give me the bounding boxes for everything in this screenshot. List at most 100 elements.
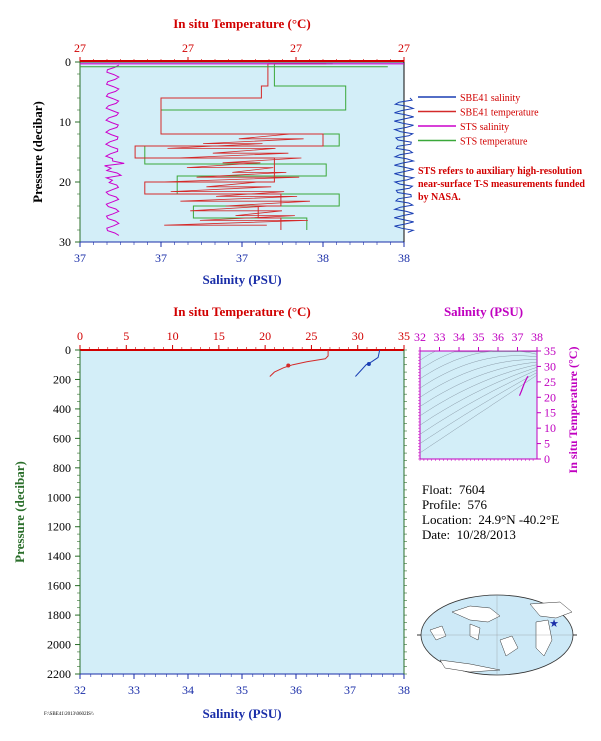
- ts-density-contour: [419, 367, 538, 426]
- ts-density-contour: [419, 351, 538, 370]
- full-profile-left-tick-label: 1200: [47, 520, 71, 534]
- full-profile-chart: 0 5 10 15 20 25 30 35 In situ Temperature (°C) 32…: [12, 304, 410, 721]
- near-surface-left-tick-label: 10: [59, 115, 71, 129]
- near-surface-bottom-tick-label: 37: [236, 251, 248, 265]
- full-profile-temperature-line: [269, 350, 329, 377]
- location-value: 24.9°N -40.2°E: [478, 512, 560, 527]
- near-surface-bottom-tick-label: 38: [398, 251, 410, 265]
- float-location-star: ★: [549, 618, 559, 630]
- full-profile-left-tick-label: 1400: [47, 549, 71, 563]
- ts-top-tick-label: 36: [492, 330, 504, 344]
- full-profile-bottom-tick-label: 37: [344, 683, 356, 697]
- ts-top-tick-label: 37: [512, 330, 524, 344]
- full-profile-bottom-tick-label: 32: [74, 683, 86, 697]
- near-surface-left-axis-title: Pressure (decibar): [30, 101, 45, 203]
- profile-row: Profile: 576: [422, 497, 559, 512]
- legend-label: STS salinity: [460, 122, 509, 133]
- near-surface-left-tick-label: 20: [59, 175, 71, 189]
- ts-right-tick-label: 0: [544, 452, 550, 466]
- ts-right-tick-label: 10: [544, 421, 556, 435]
- near-surface-bottom-axis-title: Salinity (PSU): [202, 272, 281, 287]
- ts-density-contour: [419, 355, 538, 389]
- full-profile-left-tick-label: 1600: [47, 579, 71, 593]
- full-profile-bottom-tick-label: 35: [236, 683, 248, 697]
- profile-value: 576: [467, 497, 488, 512]
- full-profile-bottom-axis-title: Salinity (PSU): [202, 706, 281, 721]
- legend: SBE41 salinity SBE41 temperature STS salin…: [418, 93, 539, 148]
- ts-top-tick-label: 34: [453, 330, 465, 344]
- full-profile-left-axis-title: Pressure (decibar): [12, 461, 27, 563]
- ts-right-axis-title: In situ Temperature (°C): [566, 347, 580, 474]
- near-surface-bottom-tick-label: 37: [155, 251, 167, 265]
- full-profile-left-tick-label: 600: [53, 431, 71, 445]
- full-profile-top-tick-label: 0: [77, 329, 83, 343]
- near-surface-bottom-tick-label: 38: [317, 251, 329, 265]
- near-surface-top-tick-label: 27: [74, 41, 86, 55]
- near-surface-top-tick-label: 27: [290, 41, 302, 55]
- full-profile-top-tick-label: 5: [123, 329, 129, 343]
- float-info-block: Float: 7604 Profile: 576 Location: 24.9°…: [422, 482, 559, 542]
- ts-density-contour: [419, 364, 538, 417]
- full-profile-top-tick-label: 35: [398, 329, 410, 343]
- full-profile-left-tick-label: 400: [53, 402, 71, 416]
- full-profile-bottom-tick-label: 34: [182, 683, 194, 697]
- near-surface-plot-area: [79, 61, 405, 243]
- full-profile-top-axis-title: In situ Temperature (°C): [173, 304, 311, 319]
- ts-density-contour: [419, 350, 538, 380]
- full-profile-top-tick-label: 30: [352, 329, 364, 343]
- ts-top-tick-label: 38: [531, 330, 543, 344]
- profile-label: Profile:: [422, 497, 461, 512]
- sts-note: STS refers to auxiliary high-resolution …: [418, 166, 585, 203]
- full-profile-plot-area: [79, 349, 405, 675]
- full-profile-left-tick-label: 2000: [47, 638, 71, 652]
- ts-density-contour: [419, 351, 435, 361]
- ts-top-tick-label: 33: [434, 330, 446, 344]
- float-row: Float: 7604: [422, 482, 559, 497]
- full-profile-left-tick-label: 800: [53, 461, 71, 475]
- world-map: ★: [417, 594, 577, 676]
- full-profile-left-tick-label: 1800: [47, 608, 71, 622]
- date-row: Date: 10/28/2013: [422, 527, 559, 542]
- legend-label: SBE41 salinity: [460, 93, 520, 104]
- ts-top-tick-label: 32: [414, 330, 426, 344]
- full-profile-top-tick-label: 20: [259, 329, 271, 343]
- full-profile-top-tick-label: 25: [305, 329, 317, 343]
- ts-density-contour: [419, 361, 538, 407]
- float-value: 7604: [458, 482, 485, 497]
- ts-right-tick-label: 5: [544, 437, 550, 451]
- full-profile-left-tick-label: 200: [53, 372, 71, 386]
- sts-salinity-line: [104, 64, 125, 236]
- full-profile-temperature-marker: [286, 363, 291, 368]
- full-profile-bottom-tick-label: 36: [290, 683, 302, 697]
- ts-top-axis-title: Salinity (PSU): [444, 304, 523, 319]
- full-profile-left-tick-label: 2200: [47, 667, 71, 681]
- full-profile-left-tick-label: 0: [65, 343, 71, 357]
- float-label: Float:: [422, 482, 453, 497]
- sbe41-salinity-line: [392, 97, 416, 233]
- ts-density-contour: [419, 369, 538, 435]
- sbe41-temperature-detail: [160, 133, 311, 226]
- legend-label: STS temperature: [460, 137, 528, 148]
- near-surface-top-axis-title: In situ Temperature (°C): [173, 16, 311, 31]
- near-surface-bottom-tick-label: 37: [74, 251, 86, 265]
- near-surface-left-tick-label: 0: [65, 55, 71, 69]
- full-profile-top-tick-label: 15: [213, 329, 225, 343]
- ts-right-tick-label: 25: [544, 375, 556, 389]
- near-surface-top-tick-label: 27: [182, 41, 194, 55]
- ts-density-contour: [419, 359, 537, 398]
- full-profile-top-tick-label: 10: [167, 329, 179, 343]
- ts-density-contour: [419, 374, 538, 454]
- full-profile-bottom-tick-label: 38: [398, 683, 410, 697]
- location-label: Location:: [422, 512, 472, 527]
- date-value: 10/28/2013: [456, 527, 516, 542]
- near-surface-left-tick-label: 30: [59, 235, 71, 249]
- ts-density-contour: [419, 372, 538, 444]
- date-label: Date:: [422, 527, 451, 542]
- ts-right-tick-label: 15: [544, 406, 556, 420]
- full-profile-salinity-marker: [366, 361, 371, 366]
- ts-top-tick-label: 35: [473, 330, 485, 344]
- near-surface-top-tick-label: 27: [398, 41, 410, 55]
- near-surface-chart: 27 27 27 27 In situ Temperature (°C) 37 37 37 38…: [30, 16, 416, 287]
